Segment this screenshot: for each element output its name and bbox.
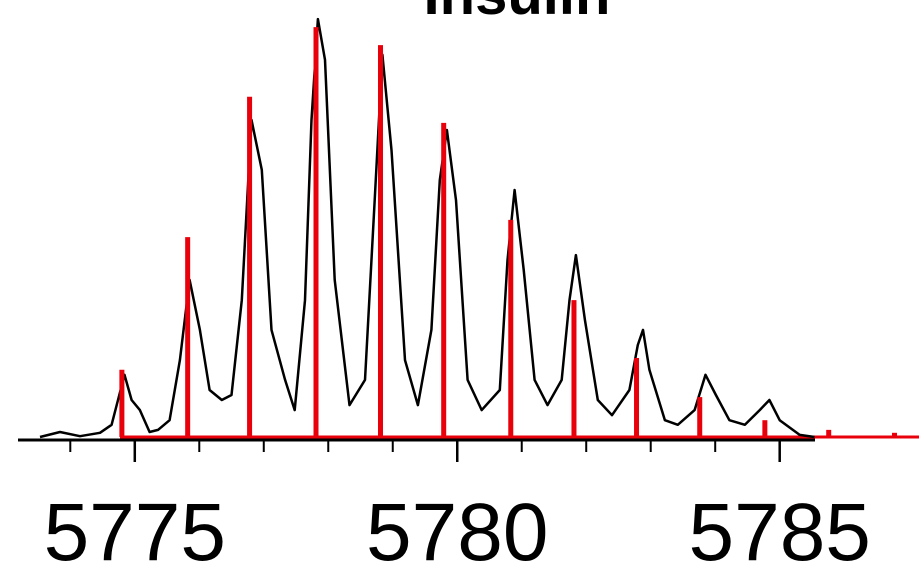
chart-title: Insulin bbox=[424, 0, 611, 27]
x-tick-label: 5780 bbox=[366, 487, 548, 576]
x-tick-label: 5785 bbox=[688, 487, 870, 576]
spectrum-line bbox=[39, 17, 815, 439]
x-tick-label: 5775 bbox=[44, 487, 226, 576]
